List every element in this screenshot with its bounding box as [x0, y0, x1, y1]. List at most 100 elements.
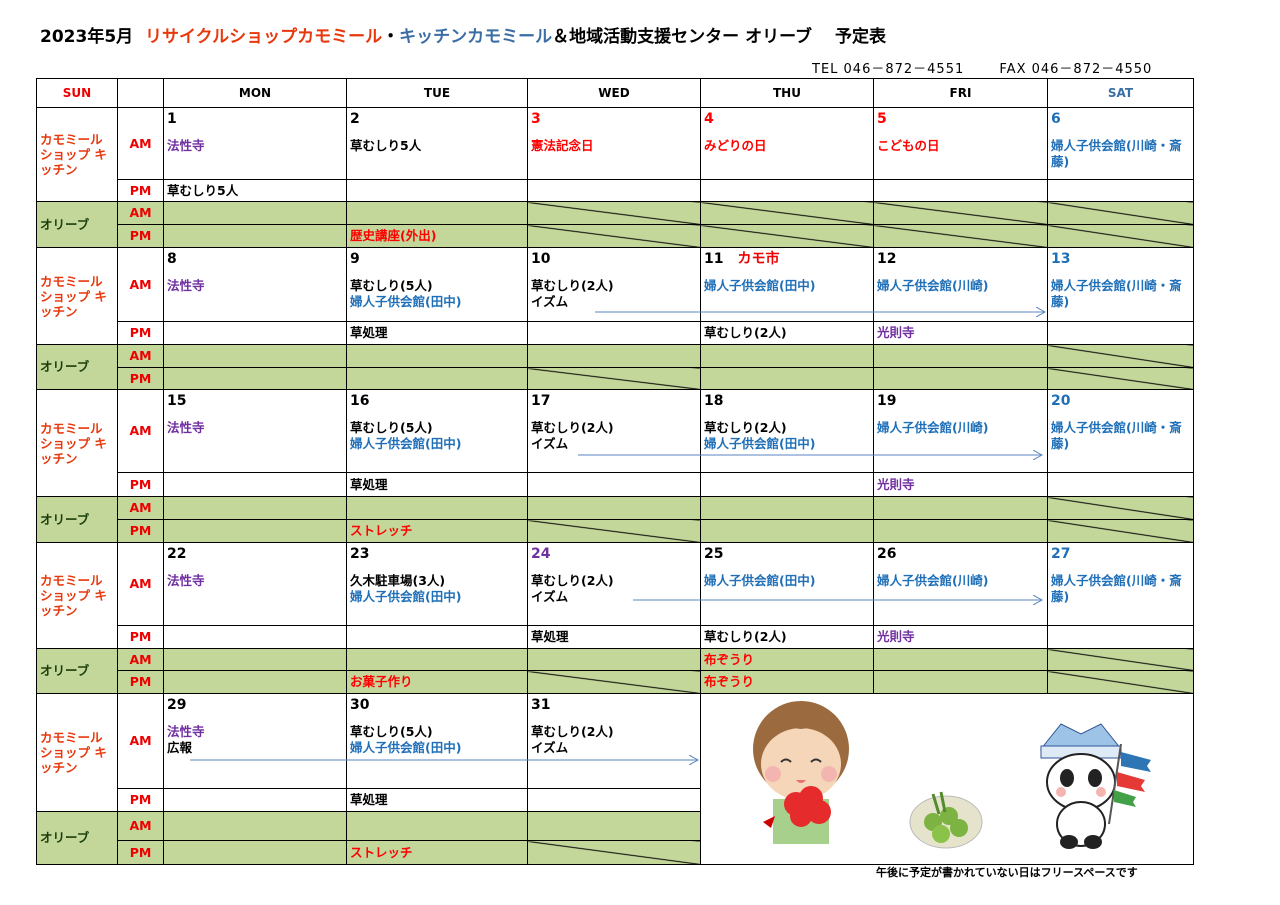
- schedule-item: 草むしり5人: [350, 138, 422, 153]
- olive-cell: [700, 367, 874, 390]
- olive-am-row: オリーブ AM: [36, 201, 1194, 248]
- schedule-item: 草処理: [350, 325, 388, 340]
- olive-pm-row: PM お菓子作り 布ぞうり: [37, 670, 1194, 694]
- day-cell-pm: 草処理: [527, 625, 701, 649]
- olive-cell: [873, 367, 1048, 390]
- day-number: 24: [531, 546, 697, 564]
- am-items: 婦人子供会館(田中): [704, 573, 870, 589]
- day-cell-am: 12 婦人子供会館(川崎): [873, 247, 1048, 322]
- kamomile-pm-row: PM 草処理 草むしり(2人) 光則寺: [37, 321, 1194, 345]
- day-number: 4: [704, 111, 870, 129]
- olive-pm-row: PM 歴史講座(外出): [37, 224, 1194, 248]
- title-kitchen: キッチンカモミール: [399, 27, 553, 47]
- olive-closed-cell: [1047, 519, 1194, 543]
- schedule-item: 法性寺: [167, 138, 205, 153]
- olive-cell: ストレッチ: [346, 519, 528, 543]
- olive-cell: [873, 648, 1048, 671]
- day-number: 19: [877, 393, 1044, 411]
- day-cell-pm: [1047, 472, 1194, 497]
- schedule-item: 婦人子供会館(川崎・斎藤): [1051, 420, 1182, 451]
- am-items: 草むしり(5人) 婦人子供会館(田中): [350, 278, 524, 310]
- day-cell-am: 27 婦人子供会館(川崎・斎藤): [1047, 542, 1194, 626]
- day-cell-am: 24 草むしり(2人) イズム: [527, 542, 701, 626]
- olive-activity: 布ぞうり: [704, 651, 755, 667]
- olive-closed-cell: [527, 519, 701, 543]
- day-cell-am: 26 婦人子供会館(川崎): [873, 542, 1048, 626]
- day-cell-am: 3 憲法記念日: [527, 107, 701, 180]
- schedule-item: 法性寺: [167, 278, 205, 293]
- title-month: 2023年5月: [40, 27, 134, 47]
- day-number: 5: [877, 111, 1044, 129]
- day-header: SAT: [1047, 78, 1194, 108]
- olive-cell: [163, 648, 347, 671]
- day-cell-am: 6 婦人子供会館(川崎・斎藤): [1047, 107, 1194, 180]
- schedule-item: 婦人子供会館(川崎): [877, 420, 989, 435]
- day-number: 22: [167, 546, 343, 564]
- am-label: AM: [117, 693, 164, 789]
- date: 20: [1051, 393, 1071, 409]
- day-cell-am: 11 カモ市婦人子供会館(田中): [700, 247, 874, 322]
- date: 8: [167, 251, 177, 267]
- am-items: 婦人子供会館(川崎・斎藤): [1051, 278, 1190, 310]
- olive-activity: ストレッチ: [350, 523, 413, 538]
- date: 15: [167, 393, 187, 409]
- day-number: 27: [1051, 546, 1190, 564]
- tel: TEL 046－872－4551: [812, 62, 965, 77]
- schedule-item: 光則寺: [877, 325, 915, 340]
- day-cell-pm: [527, 321, 701, 345]
- kamomile-pm-row: PM 草むしり5人: [37, 179, 1194, 202]
- schedule-item: 広報: [167, 740, 193, 755]
- day-cell-pm: [1047, 179, 1194, 202]
- day-cell-am: 9 草むしり(5人) 婦人子供会館(田中): [346, 247, 528, 322]
- olive-cell: [163, 496, 347, 520]
- olive-cell: 歴史講座(外出): [346, 224, 528, 248]
- day-cell-am: 13 婦人子供会館(川崎・斎藤): [1047, 247, 1194, 322]
- day-cell-pm: [1047, 625, 1194, 649]
- schedule-item: 草むしり(2人): [704, 629, 787, 644]
- schedule-item: 婦人子供会館(田中): [350, 740, 462, 755]
- olive-label: オリーブ: [36, 344, 118, 390]
- day-cell-am: 29 法性寺 広報: [163, 693, 347, 789]
- day-cell-am: 17 草むしり(2人) イズム: [527, 389, 701, 473]
- day-cell-pm: 草処理: [346, 321, 528, 345]
- olive-activity: お菓子作り: [350, 674, 413, 689]
- kamomile-label: カモミール ショップ キッチン: [36, 107, 118, 202]
- olive-cell: [163, 519, 347, 543]
- pm-label: PM: [117, 670, 164, 694]
- olive-closed-cell: [1047, 670, 1194, 694]
- olive-closed-cell: [1047, 496, 1194, 520]
- olive-cell: [163, 811, 347, 841]
- schedule-item: 草むしり(2人): [531, 573, 614, 588]
- schedule-item: 憲法記念日: [531, 138, 594, 153]
- day-cell-pm: [527, 788, 701, 812]
- olive-cell: [346, 201, 528, 225]
- date: 27: [1051, 546, 1071, 562]
- olive-cell: 布ぞうり: [700, 648, 874, 671]
- am-label: AM: [117, 542, 164, 626]
- day-number: 11 カモ市: [704, 251, 870, 269]
- day-cell-am: 25 婦人子供会館(田中): [700, 542, 874, 626]
- day-number: 31: [531, 697, 697, 715]
- olive-cell: 布ぞうり: [700, 670, 874, 694]
- day-cell-pm: [700, 472, 874, 497]
- day-cell-pm: 草むしり(2人): [700, 625, 874, 649]
- am-items: 婦人子供会館(川崎): [877, 278, 1044, 294]
- olive-closed-cell: [527, 670, 701, 694]
- schedule-item: 婦人子供会館(田中): [350, 589, 462, 604]
- schedule-item: 婦人子供会館(田中): [350, 436, 462, 451]
- olive-cell: [873, 519, 1048, 543]
- date: 12: [877, 251, 897, 267]
- day-number: 25: [704, 546, 870, 564]
- date: 31: [531, 697, 551, 713]
- date: 19: [877, 393, 897, 409]
- schedule-item: 婦人子供会館(田中): [704, 278, 816, 293]
- olive-activity: ストレッチ: [350, 844, 413, 860]
- am-items: 婦人子供会館(川崎・斎藤): [1051, 138, 1190, 170]
- day-number: 16: [350, 393, 524, 411]
- girl-with-flowers-icon: [753, 701, 849, 844]
- day-number: 3: [531, 111, 697, 129]
- olive-am-row: オリーブ AM 布ぞうり: [36, 648, 1194, 694]
- day-cell-am: 18 草むしり(2人) 婦人子供会館(田中): [700, 389, 874, 473]
- am-items: 法性寺: [167, 420, 343, 436]
- contact-info: TEL 046－872－4551 FAX 046－872－4550: [812, 58, 1182, 77]
